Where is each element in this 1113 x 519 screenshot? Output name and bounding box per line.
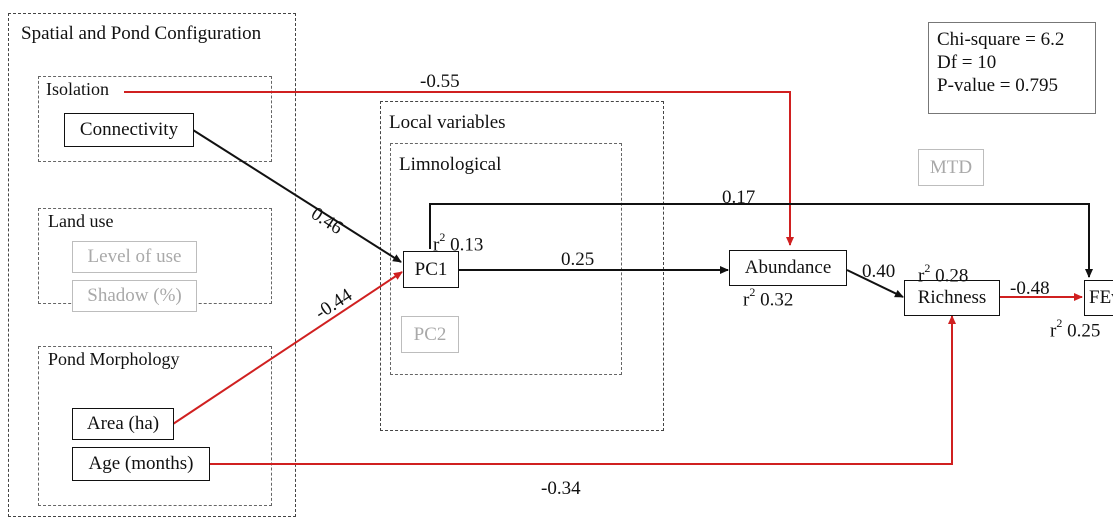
coef-richness-feve: -0.48 [1010, 278, 1050, 299]
pc2-node: PC2 [401, 316, 459, 353]
model-fit-stats: Chi-square = 6.2 Df = 10 P-value = 0.795 [928, 22, 1096, 114]
richness-node: Richness [904, 280, 1000, 316]
arrow-connectivity-pc1 [192, 129, 402, 263]
spatial-configuration-label: Spatial and Pond Configuration [21, 23, 262, 44]
mtd-node: MTD [918, 149, 984, 186]
pond-morphology-group [38, 346, 272, 506]
coef-age-richness: -0.34 [541, 478, 581, 499]
chi-square-text: Chi-square = 6.2 [937, 29, 1065, 50]
coef-abundance-richness: 0.40 [862, 261, 896, 282]
shadow-node: Shadow (%) [72, 280, 197, 312]
feve-node: FEve [1084, 280, 1113, 316]
p-value-text: P-value = 0.795 [937, 74, 1059, 96]
pc1-node: PC1 [403, 251, 459, 288]
arrow-abundance-richness [846, 269, 904, 298]
arrow-area-pc1 [172, 271, 403, 425]
arrow-connectivity-abundance [124, 91, 794, 246]
pond-morphology-label: Pond Morphology [48, 349, 180, 369]
coef-connectivity-abundance: -0.55 [420, 71, 460, 92]
isolation-label: Isolation [46, 79, 109, 99]
richness-r2-label: r2 0.28 [918, 261, 969, 287]
spatial-configuration-group [8, 13, 296, 517]
pc1-r2-label: r2 0.13 [433, 230, 484, 256]
feve-r2-label: r2 0.25 [1050, 316, 1101, 342]
local-variables-label: Local variables [389, 112, 506, 133]
df-text: Df = 10 [937, 51, 997, 73]
limnological-group [390, 143, 622, 375]
isolation-group [38, 76, 272, 162]
coef-pc1-abundance: 0.25 [561, 249, 595, 270]
connectivity-node: Connectivity [64, 113, 194, 147]
abundance-node: Abundance [729, 250, 847, 286]
arrow-pc1-feve [429, 203, 1093, 278]
limnological-label: Limnological [399, 154, 502, 175]
level-of-use-node: Level of use [72, 241, 197, 273]
abundance-r2-label: r2 0.32 [743, 285, 794, 311]
local-variables-group [380, 101, 664, 431]
area-node: Area (ha) [72, 408, 174, 440]
arrow-age-richness [210, 315, 956, 465]
coef-pc1-feve: 0.17 [722, 187, 756, 208]
land-use-label: Land use [48, 211, 114, 231]
age-node: Age (months) [72, 447, 210, 481]
